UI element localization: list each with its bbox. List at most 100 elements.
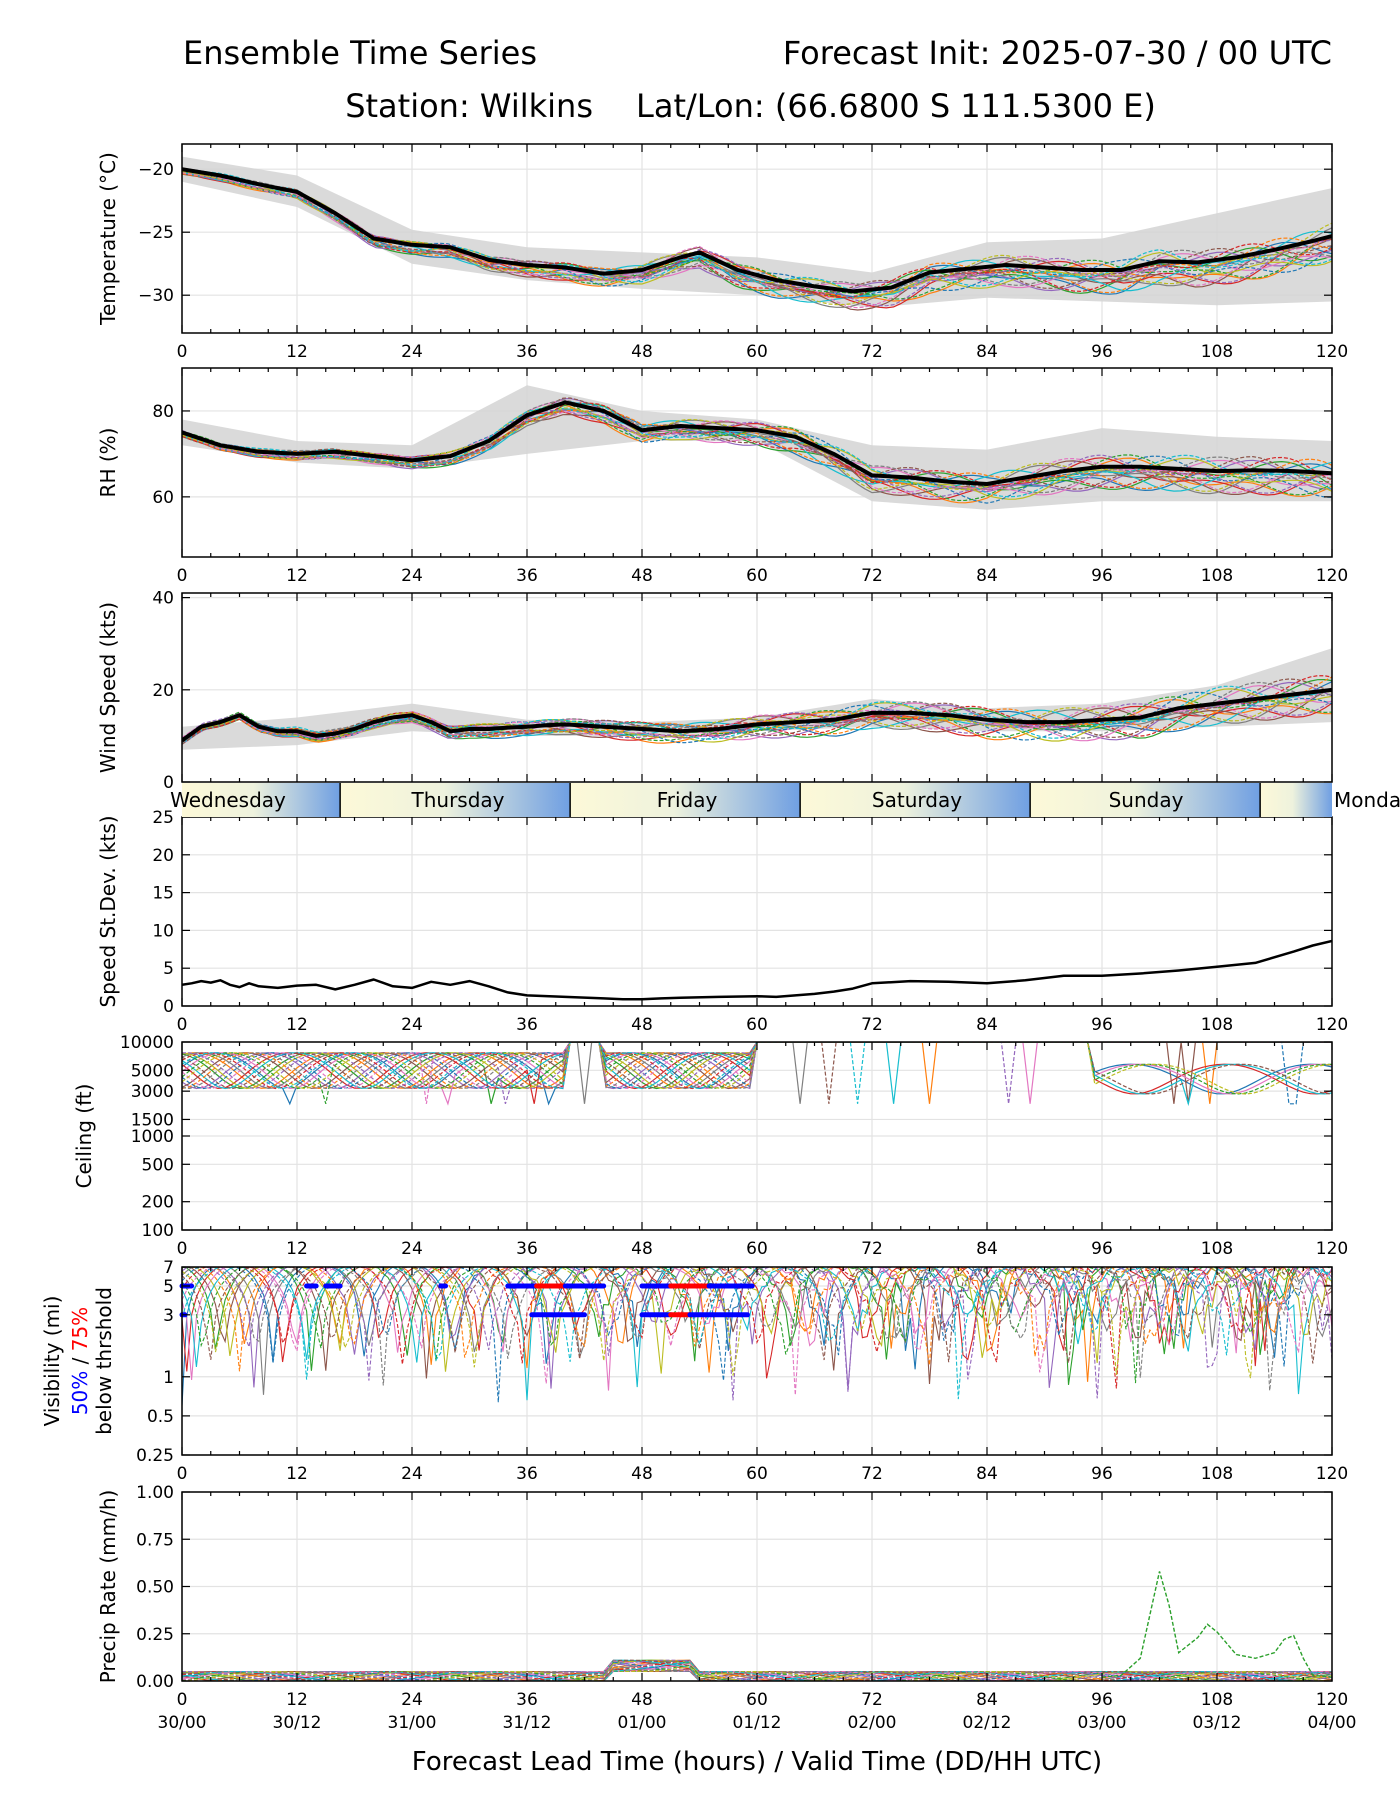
precip-y-tick-label: 0.50 <box>136 1578 174 1598</box>
sd-x-tick-label: 24 <box>401 1015 423 1035</box>
precip-member-line <box>182 1661 1332 1681</box>
valid-time-label: 01/12 <box>733 1713 782 1733</box>
vis-x-tick-label: 48 <box>631 1464 653 1484</box>
ceiling-x-tick-label: 0 <box>177 1239 188 1259</box>
x-axis-label: Forecast Lead Time (hours) / Valid Time … <box>412 1747 1102 1777</box>
sd-y-tick-label: 25 <box>152 808 174 828</box>
temp-ensemble-mean-line <box>182 167 1332 294</box>
sd-x-tick-label: 60 <box>746 1015 768 1035</box>
valid-time-labels: 30/00 30/12 31/00 31/12 01/00 01/12 02/00 02/12… <box>158 1713 1357 1733</box>
ceiling-x-tick-label: 60 <box>746 1239 768 1259</box>
sd-line <box>182 939 1332 1001</box>
precip-x-tick-label: 0 <box>177 1690 188 1710</box>
temp-x-tick-label: 12 <box>286 342 308 362</box>
precip-member-line <box>182 1660 1332 1681</box>
vis-x-tick-label: 108 <box>1201 1464 1233 1484</box>
wind-member-line <box>182 676 1332 744</box>
sd-x-tick-label: 108 <box>1201 1015 1233 1035</box>
sd-y-tick-label: 5 <box>163 959 174 979</box>
precip-member-line <box>182 1660 1332 1681</box>
vis-x-tick-label: 84 <box>976 1464 998 1484</box>
rh-x-tick-label: 84 <box>976 566 998 586</box>
precip-member-line <box>182 1659 1332 1681</box>
vis-y-tick-label: 5 <box>163 1277 174 1297</box>
precip-x-tick-label: 12 <box>286 1690 308 1710</box>
temp-x-tick-label: 36 <box>516 342 538 362</box>
precip-x-tick-label: 48 <box>631 1690 653 1710</box>
wind-member-line <box>182 691 1332 742</box>
temp-member-line <box>182 168 1332 290</box>
vis-y-tick-label: 3 <box>163 1306 174 1326</box>
vis-member-line <box>182 1267 1332 1389</box>
vis-x-tick-label: 24 <box>401 1464 423 1484</box>
panel-ceiling: 0 12 24 36 48 60 72 84 96 108 120 100 200 500 10001500… <box>72 1033 1348 1259</box>
rh-x-tick-label: 12 <box>286 566 308 586</box>
temp-y-tick-label: −20 <box>138 160 174 180</box>
ceiling-member-line <box>182 1042 1332 1095</box>
station-latlon: Lat/Lon: (66.6800 S 111.5300 E) <box>636 87 1156 125</box>
figure-title: Ensemble Time Series <box>183 34 537 72</box>
rh-x-tick-label: 96 <box>1091 566 1113 586</box>
day-label-saturday: Saturday <box>872 788 962 812</box>
precip-x-tick-label: 72 <box>861 1690 883 1710</box>
vis-member-line <box>182 1267 1332 1401</box>
temp-x-tick-label: 96 <box>1091 342 1113 362</box>
vis-slash: / <box>68 1351 92 1370</box>
temp-x-tick-label: 84 <box>976 342 998 362</box>
temp-ylabel: Temperature (°C) <box>96 152 120 326</box>
sd-y-tick-label: 10 <box>152 921 174 941</box>
wind-y-tick-label: 20 <box>152 681 174 701</box>
sd-y-tick-label: 15 <box>152 884 174 904</box>
ceiling-x-tick-label: 72 <box>861 1239 883 1259</box>
ceiling-member-line <box>182 1042 1332 1104</box>
valid-time-label: 03/00 <box>1078 1713 1127 1733</box>
precip-member-line <box>182 1666 1332 1681</box>
sd-y-tick-label: 20 <box>152 846 174 866</box>
precip-member-line <box>182 1665 1332 1681</box>
valid-time-label: 30/00 <box>158 1713 207 1733</box>
ceiling-x-tick-label: 108 <box>1201 1239 1233 1259</box>
ceiling-member-line <box>182 1042 1332 1104</box>
ceiling-member-line <box>182 1042 1332 1106</box>
vis-x-tick-label: 0 <box>177 1464 188 1484</box>
wind-ylabel: Wind Speed (kts) <box>96 602 120 773</box>
rh-x-tick-label: 108 <box>1201 566 1233 586</box>
wind-member-line <box>182 691 1332 744</box>
panels: 0 12 24 36 48 60 72 84 96 108 120−30−25−20Temperat… <box>40 143 1348 1710</box>
precip-peak-member-line <box>1101 1571 1332 1678</box>
ceiling-member-line <box>182 1042 1332 1107</box>
ceiling-x-tick-label: 84 <box>976 1239 998 1259</box>
day-band: Wednesday Thursday Friday Saturday Sunda… <box>170 783 1400 817</box>
ceiling-x-tick-label: 96 <box>1091 1239 1113 1259</box>
precip-x-tick-label: 120 <box>1316 1690 1348 1710</box>
rh-y-tick-label: 80 <box>152 402 174 422</box>
ceiling-x-tick-label: 12 <box>286 1239 308 1259</box>
ceiling-y-tick-label: 200 <box>142 1193 174 1213</box>
ceiling-member-line <box>182 1042 1332 1104</box>
valid-time-label: 01/00 <box>618 1713 667 1733</box>
day-label-wednesday: Wednesday <box>170 788 286 812</box>
day-band-segment <box>800 783 1031 817</box>
rh-x-tick-label: 72 <box>861 566 883 586</box>
vis-75pct-label: 75% <box>68 1307 92 1351</box>
vis-threshold-legend: 50% / 75% <box>68 1307 92 1415</box>
day-label-monday: Monda <box>1334 788 1400 812</box>
valid-time-label: 04/00 <box>1308 1713 1357 1733</box>
rh-ensemble-mean-line <box>182 400 1332 486</box>
ceiling-y-tick-label: 5000 <box>131 1061 174 1081</box>
temp-x-tick-label: 24 <box>401 342 423 362</box>
day-label-friday: Friday <box>657 788 718 812</box>
ceiling-x-tick-label: 120 <box>1316 1239 1348 1259</box>
panel-precip: 0 12 24 36 48 60 72 84 96 108 120 0.00 0.25 0.50 0.75 1… <box>96 1483 1348 1710</box>
sd-x-tick-label: 36 <box>516 1015 538 1035</box>
precip-x-tick-label: 36 <box>516 1690 538 1710</box>
vis-50pct-label: 50% <box>68 1371 92 1415</box>
ceiling-x-tick-label: 24 <box>401 1239 423 1259</box>
precip-ylabel: Precip Rate (mm/h) <box>96 1490 120 1684</box>
sd-x-tick-label: 12 <box>286 1015 308 1035</box>
vis-y-tick-label: 0.25 <box>136 1446 174 1466</box>
sd-x-tick-label: 0 <box>177 1015 188 1035</box>
day-band-gradients <box>182 783 1332 817</box>
